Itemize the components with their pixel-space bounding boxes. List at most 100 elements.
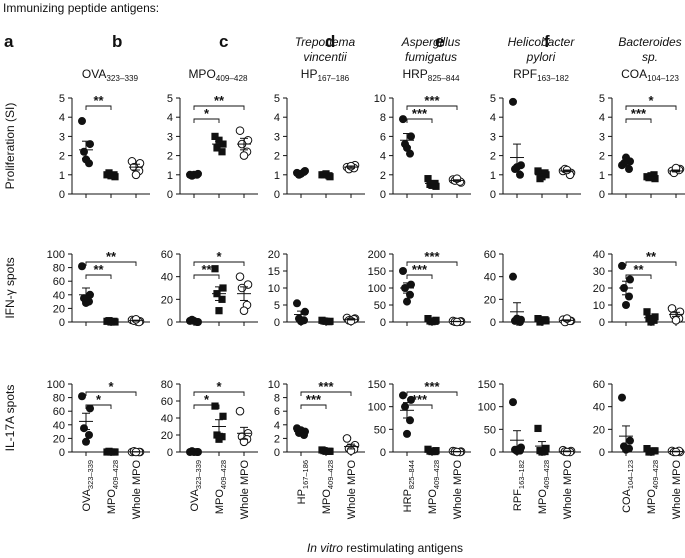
data-point-circle <box>78 117 86 126</box>
data-point-square <box>213 431 221 439</box>
data-point-square <box>215 435 223 443</box>
significance-label: *** <box>424 249 440 264</box>
significance-label: ** <box>93 262 104 277</box>
y-tick-label: 8 <box>274 393 280 405</box>
data-point-circle <box>618 393 626 402</box>
data-point-circle <box>399 115 407 124</box>
data-point-square <box>534 167 542 175</box>
significance-bracket <box>193 105 245 110</box>
x-tick-label-a-1: MPO409–428 <box>106 460 120 514</box>
significance-label: * <box>96 392 102 407</box>
x-tick-label-c-1-base: MPO <box>321 489 333 515</box>
significance-label: ** <box>93 93 104 108</box>
data-point-circle <box>509 97 517 106</box>
data-point-circle <box>509 272 517 281</box>
data-point-circle <box>622 153 630 162</box>
y-tick-label: 0 <box>599 447 605 459</box>
immunizing-antigen-f-subscript: 104–123 <box>647 74 679 83</box>
y-tick-label: 60 <box>161 249 173 261</box>
plot-f-row0: 0 1 2 3 4 5 **** <box>599 93 685 201</box>
plot-c-row1: 0 5 10 15 20 <box>268 249 365 329</box>
data-point-circle <box>80 147 88 156</box>
plot-c-row0: 0 1 2 3 4 5 <box>274 93 365 201</box>
x-tick-label-e-0-subscript: 163–182 <box>517 460 526 489</box>
data-point-square <box>534 424 542 433</box>
y-tick-label: 100 <box>368 402 386 414</box>
y-tick-label: 0 <box>490 317 496 329</box>
immunizing-antigen-e-base: RPF <box>513 67 537 81</box>
y-tick-label: 10 <box>374 93 386 105</box>
x-axis-title: In vitro restimulating antigens <box>307 541 463 555</box>
significance-bracket <box>406 118 433 123</box>
data-point-circle <box>86 404 94 413</box>
x-tick-label-c-1: MPO409–428 <box>321 460 335 514</box>
data-point-circle <box>399 267 407 275</box>
y-tick-label: 40 <box>161 413 173 425</box>
x-tick-label-f-1-base: MPO <box>646 489 658 515</box>
panel-letter-c: c <box>219 32 228 51</box>
y-tick-label: 20 <box>484 294 496 306</box>
significance-bracket <box>406 261 458 266</box>
x-tick-label-e-0-base: RPF <box>512 489 524 511</box>
y-tick-label: 150 <box>478 379 496 391</box>
x-tick-label-b-0-base: OVA <box>189 488 201 511</box>
y-tick-label: 0 <box>167 447 173 459</box>
y-tick-label: 2 <box>167 151 173 163</box>
y-tick-label: 0 <box>167 189 173 201</box>
y-tick-label: 2 <box>380 170 386 182</box>
y-tick-label: 20 <box>593 424 605 436</box>
y-tick-label: 20 <box>161 294 173 306</box>
x-tick-label-e-2-base: Whole MPO <box>562 460 574 520</box>
data-point-open-circle <box>239 306 249 315</box>
significance-label: ** <box>106 249 117 264</box>
x-tick-label-b-1-subscript: 409–428 <box>219 460 228 489</box>
data-point-circle <box>513 447 521 456</box>
y-tick-label: 50 <box>484 424 496 436</box>
y-tick-label: 3 <box>59 131 65 143</box>
plot-e-row1: 0 20 40 60 <box>484 249 581 329</box>
x-tick-label-f-2-base: Whole MPO <box>671 460 683 520</box>
y-tick-label: 0 <box>59 189 65 201</box>
y-tick-label: 0 <box>599 317 605 329</box>
y-tick-label: 20 <box>53 303 65 315</box>
x-tick-label-b-2: Whole MPO <box>239 460 251 520</box>
y-tick-label: 4 <box>380 151 386 163</box>
significance-label: * <box>648 93 654 108</box>
y-tick-label: 15 <box>268 266 280 278</box>
organism-line2-c: vincentii <box>303 50 347 64</box>
y-tick-label: 0 <box>380 189 386 201</box>
data-point-open-circle <box>131 314 141 324</box>
data-point-square <box>643 308 651 316</box>
y-tick-label: 1 <box>490 170 496 182</box>
x-tick-label-d-1-base: MPO <box>427 489 439 515</box>
y-tick-label: 40 <box>53 290 65 302</box>
plot-a-row0: 0 1 2 3 4 5 ** <box>59 93 150 201</box>
significance-bracket <box>193 274 220 279</box>
panel-letter-a: a <box>4 32 14 51</box>
data-point-open-circle <box>235 272 245 281</box>
significance-bracket <box>625 261 677 266</box>
significance-bracket <box>406 274 433 279</box>
immunizing-antigen-b-base: MPO <box>188 67 215 81</box>
significance-label: *** <box>424 379 440 394</box>
x-tick-label-c-0: HP167–186 <box>296 460 310 504</box>
y-tick-label: 20 <box>161 430 173 442</box>
significance-bracket <box>625 274 652 279</box>
x-tick-label-d-0: HRP825–844 <box>402 460 416 512</box>
y-tick-label: 5 <box>59 93 65 105</box>
x-tick-label-e-1-subscript: 409–428 <box>542 460 551 489</box>
immunizing-antigen-c: HP167–186 <box>301 67 350 83</box>
significance-bracket <box>85 105 112 110</box>
plot-e-row2: 0 50 100 150 <box>478 379 581 459</box>
data-point-circle <box>625 165 633 174</box>
y-tick-label: 3 <box>599 131 605 143</box>
y-tick-label: 80 <box>161 379 173 391</box>
y-tick-label: 0 <box>59 317 65 329</box>
data-point-circle <box>301 307 309 316</box>
significance-label: *** <box>631 106 647 121</box>
data-point-circle <box>403 429 411 438</box>
x-tick-label-f-1-subscript: 409–428 <box>651 460 660 489</box>
